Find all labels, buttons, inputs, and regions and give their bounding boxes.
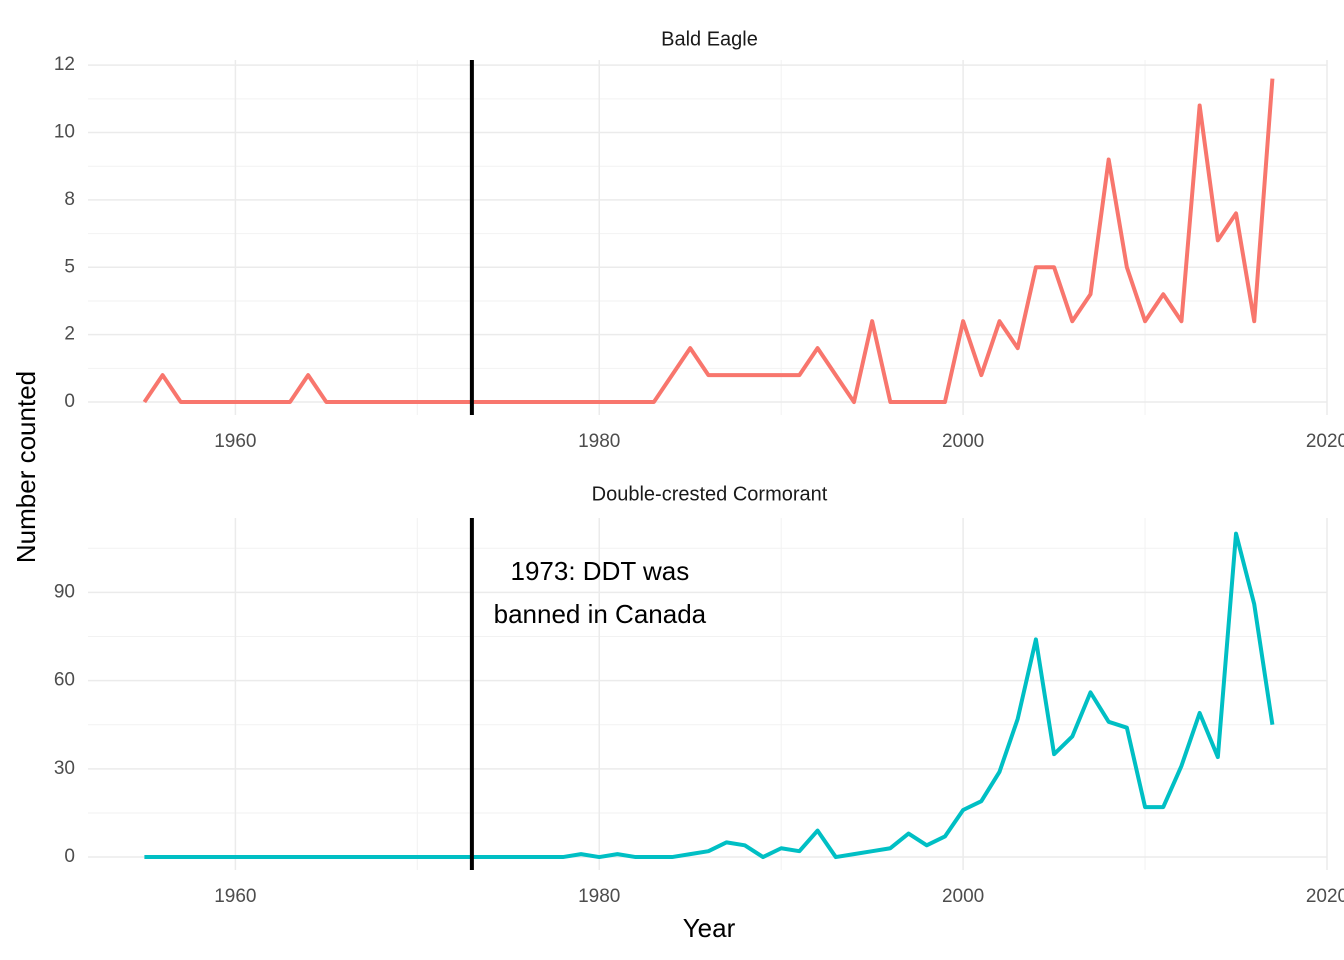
x-tick-label: 2020 <box>1306 431 1344 452</box>
y-tick-label: 0 <box>64 846 75 867</box>
x-tick-label: 2000 <box>942 886 984 907</box>
data-line <box>144 531 1275 860</box>
y-tick-label: 2 <box>64 324 75 345</box>
y-tick-label: 10 <box>54 122 75 143</box>
y-tick-label: 8 <box>64 189 75 210</box>
x-tick-label: 1960 <box>214 886 256 907</box>
annotation: 1973: DDT was <box>511 556 690 586</box>
x-tick-label: 2000 <box>942 431 984 452</box>
y-tick-label: 60 <box>54 670 75 691</box>
data-line <box>142 78 1275 405</box>
y-tick-label: 30 <box>54 758 75 779</box>
x-tick-label: 1980 <box>578 886 620 907</box>
y-tick-label: 0 <box>64 391 75 412</box>
panel-title: Bald Eagle <box>661 28 758 50</box>
y-tick-label: 5 <box>64 256 75 277</box>
x-tick-label: 2020 <box>1306 886 1344 907</box>
y-axis-label: Number counted <box>11 371 41 563</box>
annotation: banned in Canada <box>494 599 707 629</box>
x-tick-label: 1980 <box>578 431 620 452</box>
y-tick-label: 90 <box>54 581 75 602</box>
x-tick-label: 1960 <box>214 431 256 452</box>
x-axis-label: Year <box>683 913 736 943</box>
y-tick-label: 12 <box>54 54 75 75</box>
panel-title: Double-crested Cormorant <box>592 483 828 505</box>
